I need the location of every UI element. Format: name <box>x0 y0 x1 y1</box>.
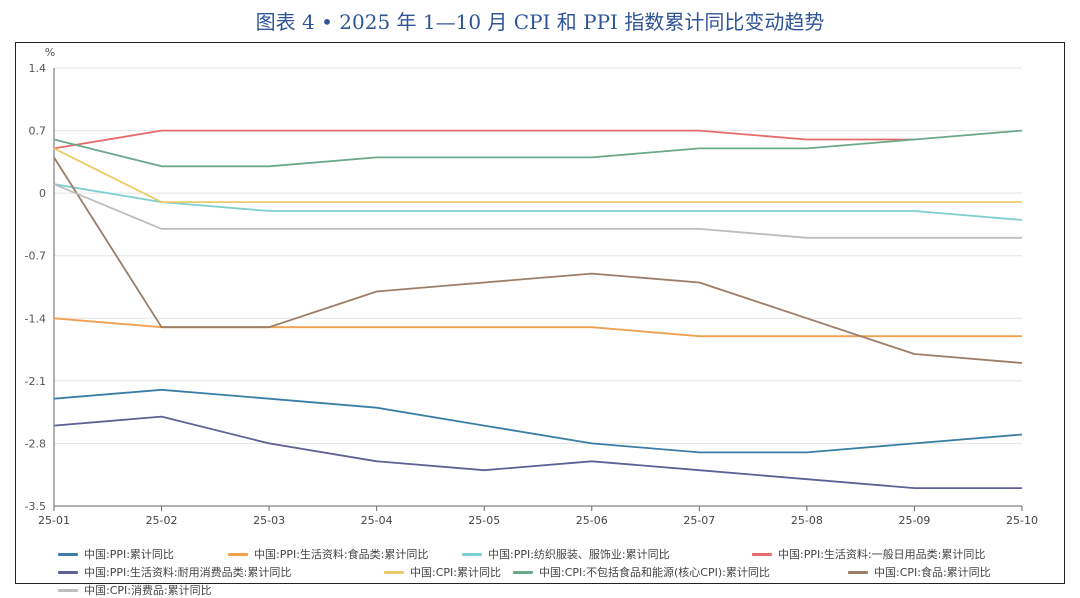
legend-item: 中国:CPI:消费品:累计同比 <box>58 584 212 598</box>
x-tick-label: 25-09 <box>898 514 930 527</box>
series-line-7 <box>53 156 1023 364</box>
legend-label: 中国:CPI:累计同比 <box>410 566 501 579</box>
y-tick-label: -3.5 <box>25 500 46 513</box>
y-tick-label: -2.8 <box>25 437 46 450</box>
legend-label: 中国:CPI:不包括食品和能源(核心CPI):累计同比 <box>539 566 770 579</box>
chart-title: 图表 4 • 2025 年 1—10 月 CPI 和 PPI 指数累计同比变动趋… <box>255 10 825 34</box>
y-axis-unit: % <box>45 46 55 59</box>
legend-swatch <box>58 588 78 592</box>
legend-item: 中国:PPI:纺织服装、服饰业:累计同比 <box>462 548 670 562</box>
x-tick-label: 25-06 <box>576 514 608 527</box>
legend-label: 中国:PPI:生活资料:耐用消费品类:累计同比 <box>84 566 292 579</box>
y-tick-label: 1.4 <box>29 62 47 75</box>
legend-item: 中国:PPI:生活资料:食品类:累计同比 <box>228 548 428 562</box>
y-tick-label: -1.4 <box>25 312 46 325</box>
legend-item: 中国:CPI:食品:累计同比 <box>848 566 991 580</box>
legend-label: 中国:PPI:生活资料:一般日用品类:累计同比 <box>778 548 986 561</box>
chart-frame <box>15 42 1065 584</box>
y-tick-label: -2.1 <box>25 375 46 388</box>
legend-item: 中国:PPI:生活资料:一般日用品类:累计同比 <box>752 548 985 562</box>
legend-swatch <box>228 552 248 556</box>
x-tick-label: 25-08 <box>791 514 823 527</box>
legend-label: 中国:CPI:食品:累计同比 <box>874 566 991 579</box>
legend-swatch <box>384 570 404 574</box>
y-tick-label: -0.7 <box>25 250 46 263</box>
legend-swatch <box>58 552 78 556</box>
legend-item: 中国:CPI:累计同比 <box>384 566 501 580</box>
series-line-0 <box>53 388 1023 454</box>
legend-swatch <box>848 570 868 574</box>
y-tick-label: 0 <box>39 187 46 200</box>
legend-label: 中国:CPI:消费品:累计同比 <box>84 584 212 597</box>
legend-label: 中国:PPI:纺织服装、服饰业:累计同比 <box>488 548 670 561</box>
legend-swatch <box>752 552 772 556</box>
legend-item: 中国:PPI:生活资料:耐用消费品类:累计同比 <box>58 566 291 580</box>
legend-swatch <box>58 570 78 574</box>
legend-swatch <box>462 552 482 556</box>
series-line-6 <box>53 129 1023 168</box>
x-tick-label: 25-01 <box>38 514 70 527</box>
series-line-3 <box>53 129 915 150</box>
x-tick-label: 25-10 <box>1006 514 1038 527</box>
series-line-4 <box>53 415 1022 489</box>
x-tick-label: 25-03 <box>253 514 285 527</box>
x-tick-label: 25-07 <box>683 514 715 527</box>
legend-label: 中国:PPI:生活资料:食品类:累计同比 <box>254 548 429 561</box>
x-tick-label: 25-02 <box>146 514 178 527</box>
series-line-2 <box>53 183 1023 221</box>
x-tick-label: 25-04 <box>361 514 393 527</box>
series-line-8 <box>53 183 1022 239</box>
legend-item: 中国:CPI:不包括食品和能源(核心CPI):累计同比 <box>513 566 770 580</box>
legend-swatch <box>513 570 533 574</box>
series-line-5 <box>53 147 1022 203</box>
legend-item: 中国:PPI:累计同比 <box>58 548 174 562</box>
legend-label: 中国:PPI:累计同比 <box>84 548 174 561</box>
x-tick-label: 25-05 <box>468 514 500 527</box>
y-tick-label: 0.7 <box>29 125 47 138</box>
